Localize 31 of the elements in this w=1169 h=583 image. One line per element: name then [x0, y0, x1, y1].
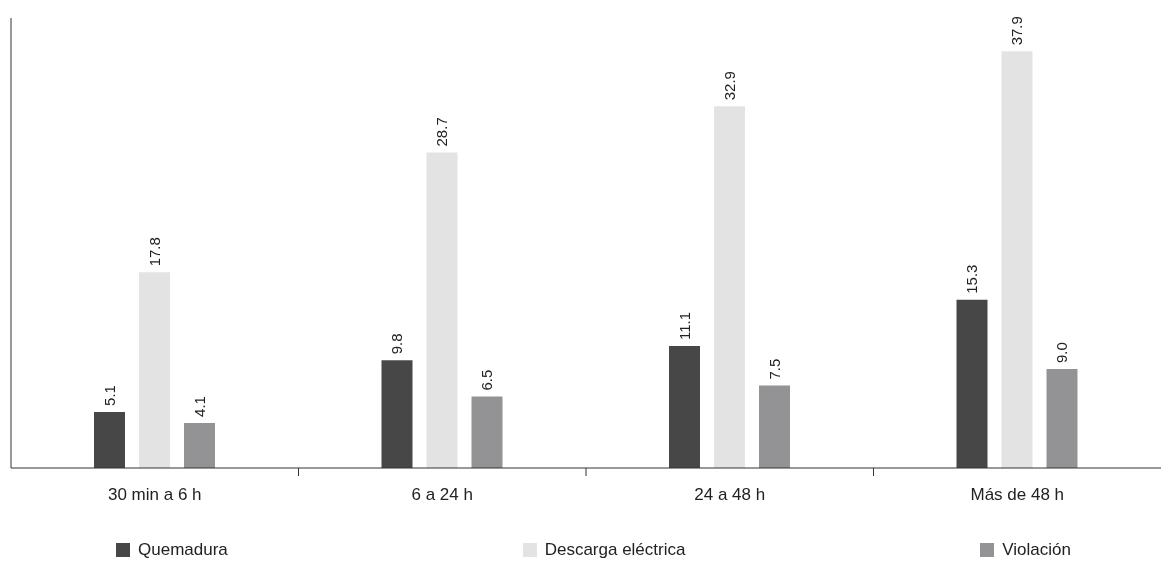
bar	[669, 345, 700, 468]
x-tick-label: Más de 48 h	[970, 485, 1065, 504]
x-tick-label: 6 a 24 h	[411, 485, 473, 504]
data-label: 32.9	[721, 71, 738, 101]
legend-label: Descarga eléctrica	[544, 540, 686, 560]
data-label: 6.5	[478, 369, 496, 391]
data-label: 37.9	[1008, 16, 1026, 46]
data-label: 11.1	[676, 311, 693, 340]
bar	[381, 360, 413, 468]
data-label: 28.7	[433, 117, 451, 147]
x-tick-label: 30 min a 6 h	[107, 485, 202, 504]
data-label: 9.0	[1053, 342, 1071, 364]
bar	[184, 422, 215, 468]
legend-label: Quemadura	[138, 540, 228, 560]
bar	[426, 152, 458, 468]
data-label: 7.5	[766, 358, 783, 380]
x-tick-label: 24 a 48 h	[694, 485, 766, 504]
data-label: 4.1	[191, 396, 208, 417]
bar	[94, 411, 125, 468]
data-label: 5.1	[101, 385, 118, 406]
bar	[956, 299, 988, 468]
bar	[1001, 51, 1033, 468]
bar	[759, 385, 790, 468]
legend-label: Violación	[1002, 540, 1071, 560]
data-label: 17.8	[146, 237, 163, 267]
data-label: 9.8	[388, 333, 406, 355]
bar	[1046, 369, 1078, 468]
data-label: 15.3	[963, 264, 981, 294]
bar	[471, 396, 503, 468]
bar	[714, 106, 745, 468]
bar	[139, 272, 170, 468]
